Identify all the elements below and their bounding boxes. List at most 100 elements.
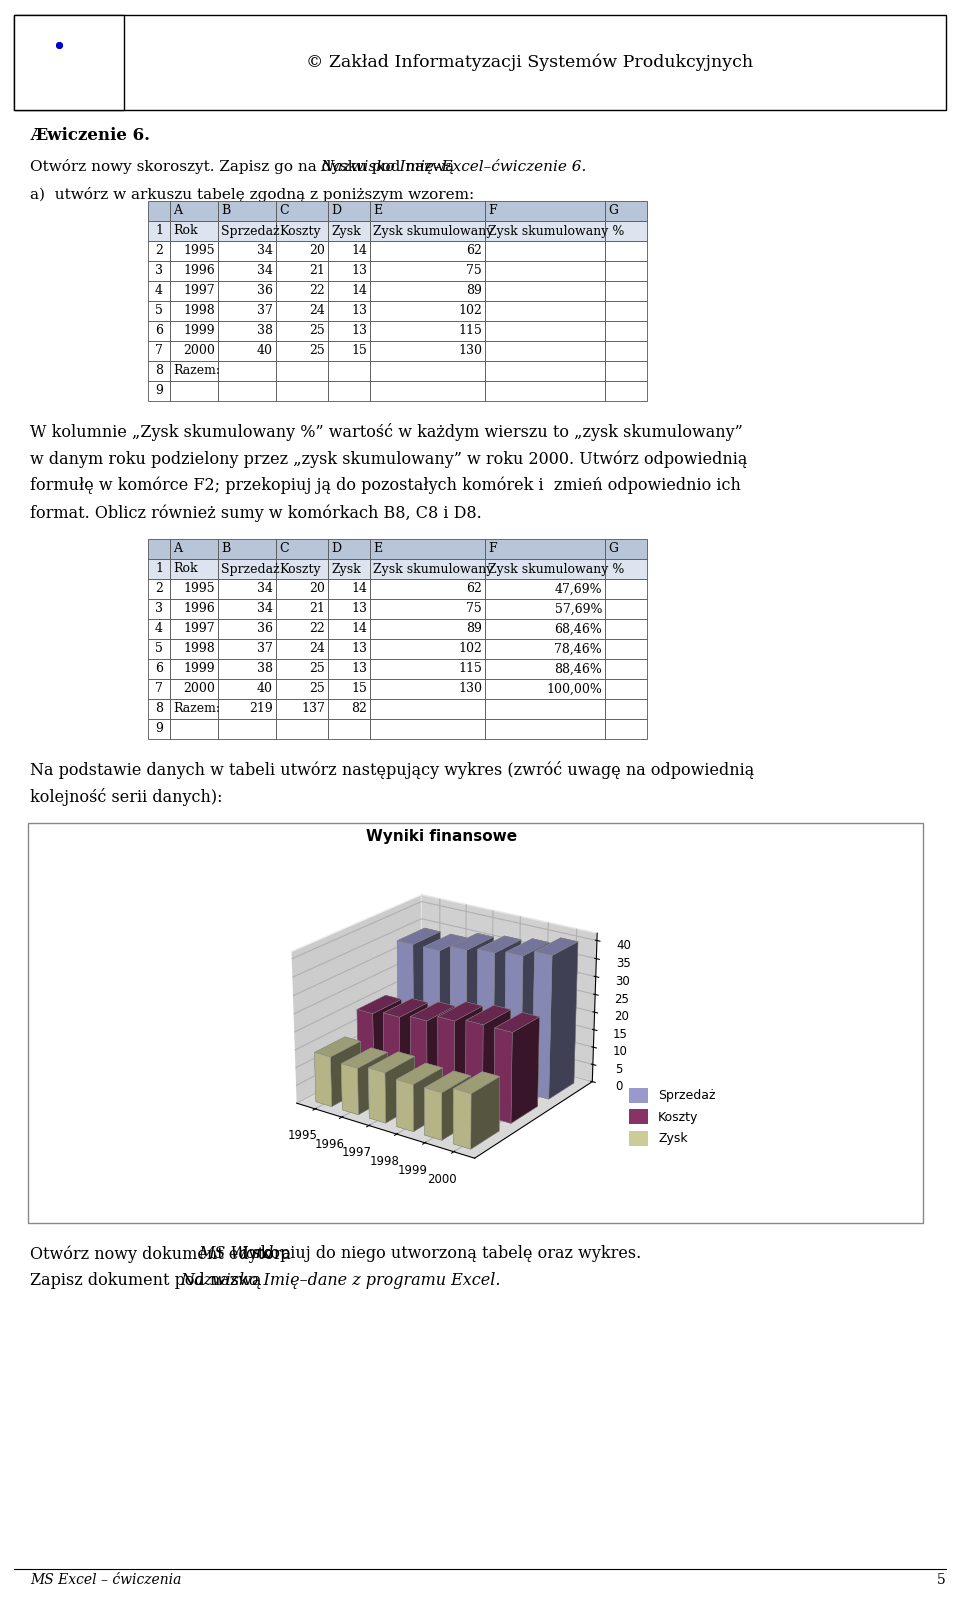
Bar	[605, 699, 647, 720]
Text: a)  utwórz w arkuszu tabelę zgodną z poniższym wzorem:: a) utwórz w arkuszu tabelę zgodną z poni…	[30, 188, 474, 202]
Bar	[218, 660, 276, 679]
Bar	[218, 260, 276, 281]
Text: 13: 13	[351, 603, 367, 616]
Text: 20: 20	[309, 582, 325, 595]
Bar	[370, 201, 485, 222]
Bar	[605, 260, 647, 281]
Bar	[276, 660, 328, 679]
Bar	[328, 538, 370, 559]
Bar	[328, 281, 370, 301]
Bar	[148, 281, 170, 301]
Bar	[276, 619, 328, 639]
Bar	[148, 341, 170, 361]
Text: Zysk: Zysk	[331, 225, 361, 238]
Bar	[148, 699, 170, 720]
Bar	[485, 598, 605, 619]
Bar	[485, 699, 605, 720]
Text: 13: 13	[351, 642, 367, 655]
Bar	[605, 382, 647, 401]
Text: 13: 13	[351, 265, 367, 278]
Text: Rok: Rok	[173, 563, 198, 576]
Bar	[218, 538, 276, 559]
Bar	[605, 322, 647, 341]
Bar	[276, 241, 328, 260]
Text: Otwórz nowy skoroszyt. Zapisz go na dysku pod nazwą: Otwórz nowy skoroszyt. Zapisz go na dysk…	[30, 158, 459, 175]
Bar	[170, 260, 218, 281]
Text: 34: 34	[257, 244, 273, 257]
Bar	[370, 559, 485, 579]
Bar	[218, 619, 276, 639]
Bar	[170, 222, 218, 241]
Bar	[218, 201, 276, 222]
Text: Koszty: Koszty	[279, 563, 321, 576]
Bar	[328, 201, 370, 222]
Text: 75: 75	[467, 603, 482, 616]
Bar	[370, 382, 485, 401]
Text: C: C	[279, 542, 289, 556]
Bar	[148, 201, 170, 222]
Text: 1: 1	[155, 225, 163, 238]
Bar	[276, 260, 328, 281]
Text: 1999: 1999	[183, 663, 215, 676]
Text: 1996: 1996	[183, 265, 215, 278]
Bar	[276, 538, 328, 559]
Bar	[148, 301, 170, 322]
Bar	[605, 281, 647, 301]
Bar	[485, 201, 605, 222]
Bar	[485, 322, 605, 341]
Bar	[370, 619, 485, 639]
Bar	[276, 361, 328, 382]
Text: 9: 9	[156, 385, 163, 398]
Bar	[370, 679, 485, 699]
Bar	[328, 679, 370, 699]
Text: 1996: 1996	[183, 603, 215, 616]
Text: 25: 25	[309, 325, 325, 338]
Text: i skopiuj do niego utworzoną tabelę oraz wykres.: i skopiuj do niego utworzoną tabelę oraz…	[237, 1245, 641, 1261]
Text: 5: 5	[156, 304, 163, 317]
Text: 4: 4	[155, 285, 163, 298]
Bar	[148, 639, 170, 660]
Text: 6: 6	[155, 325, 163, 338]
Text: Sprzedaż: Sprzedaż	[221, 225, 279, 238]
Text: W kolumnie „Zysk skumulowany %” wartość w każdym wierszu to „zysk skumulowany”: W kolumnie „Zysk skumulowany %” wartość …	[30, 424, 743, 441]
Text: 1998: 1998	[183, 304, 215, 317]
Bar	[605, 660, 647, 679]
Bar	[218, 322, 276, 341]
Bar	[148, 538, 170, 559]
Text: 22: 22	[309, 285, 325, 298]
Bar	[328, 241, 370, 260]
Bar	[148, 322, 170, 341]
Bar	[170, 241, 218, 260]
Bar	[276, 598, 328, 619]
Text: 102: 102	[458, 642, 482, 655]
Bar	[51, 73, 63, 76]
Bar	[148, 619, 170, 639]
Text: F: F	[488, 204, 496, 218]
Text: 34: 34	[257, 603, 273, 616]
Text: 21: 21	[309, 603, 325, 616]
Bar	[170, 201, 218, 222]
Text: 40: 40	[257, 682, 273, 695]
Bar	[485, 538, 605, 559]
Bar	[605, 679, 647, 699]
Text: 3: 3	[155, 603, 163, 616]
Bar	[276, 639, 328, 660]
Bar	[276, 281, 328, 301]
Bar	[218, 341, 276, 361]
Bar	[605, 619, 647, 639]
Text: D: D	[331, 204, 341, 218]
Bar	[328, 222, 370, 241]
Bar	[148, 260, 170, 281]
Bar	[276, 579, 328, 598]
Bar	[485, 382, 605, 401]
Text: Na podstawie danych w tabeli utwórz następujący wykres (zwróć uwagę na odpowiedn: Na podstawie danych w tabeli utwórz nast…	[30, 762, 755, 779]
Bar	[370, 341, 485, 361]
Text: 13: 13	[351, 663, 367, 676]
Text: © Zakład Informatyzacji Systemów Produkcyjnych: © Zakład Informatyzacji Systemów Produkc…	[306, 53, 754, 71]
Text: Zapisz dokument pod nazwą: Zapisz dokument pod nazwą	[30, 1273, 267, 1289]
Bar	[485, 361, 605, 382]
Bar	[218, 559, 276, 579]
Text: 14: 14	[351, 244, 367, 257]
Bar	[605, 361, 647, 382]
Text: 25: 25	[309, 682, 325, 695]
